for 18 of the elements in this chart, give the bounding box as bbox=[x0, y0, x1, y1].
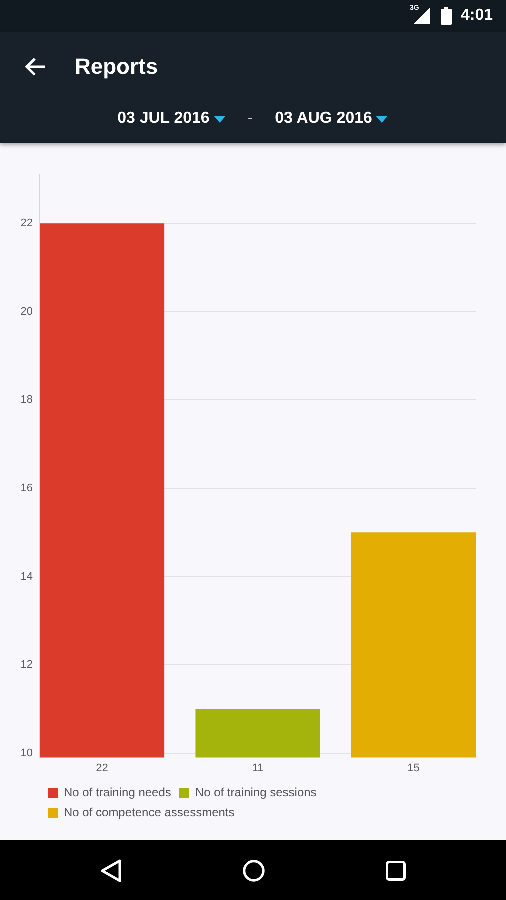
legend-label: No of training sessions bbox=[195, 785, 317, 800]
y-tick-label: 10 bbox=[20, 747, 33, 760]
x-tick-label: 15 bbox=[408, 762, 420, 774]
text: 4:01 bbox=[461, 7, 494, 25]
y-tick-label: 16 bbox=[20, 482, 33, 495]
x-tick-label: 22 bbox=[96, 762, 108, 774]
legend-label: No of competence assessments bbox=[64, 805, 235, 820]
y-tick-label: 22 bbox=[20, 218, 33, 230]
text: 03 JUL 2016 bbox=[118, 109, 210, 129]
y-tick-label: 14 bbox=[20, 570, 33, 583]
y-tick-label: 20 bbox=[20, 306, 33, 318]
y-tick-label: 18 bbox=[20, 394, 33, 406]
text: - bbox=[248, 109, 254, 129]
y-tick-label: 12 bbox=[20, 659, 33, 672]
legend-label: No of training needs bbox=[64, 785, 172, 800]
text: 03 AUG 2016 bbox=[275, 109, 372, 129]
chart-title: Reports bbox=[75, 54, 158, 80]
x-tick-label: 11 bbox=[252, 762, 264, 774]
